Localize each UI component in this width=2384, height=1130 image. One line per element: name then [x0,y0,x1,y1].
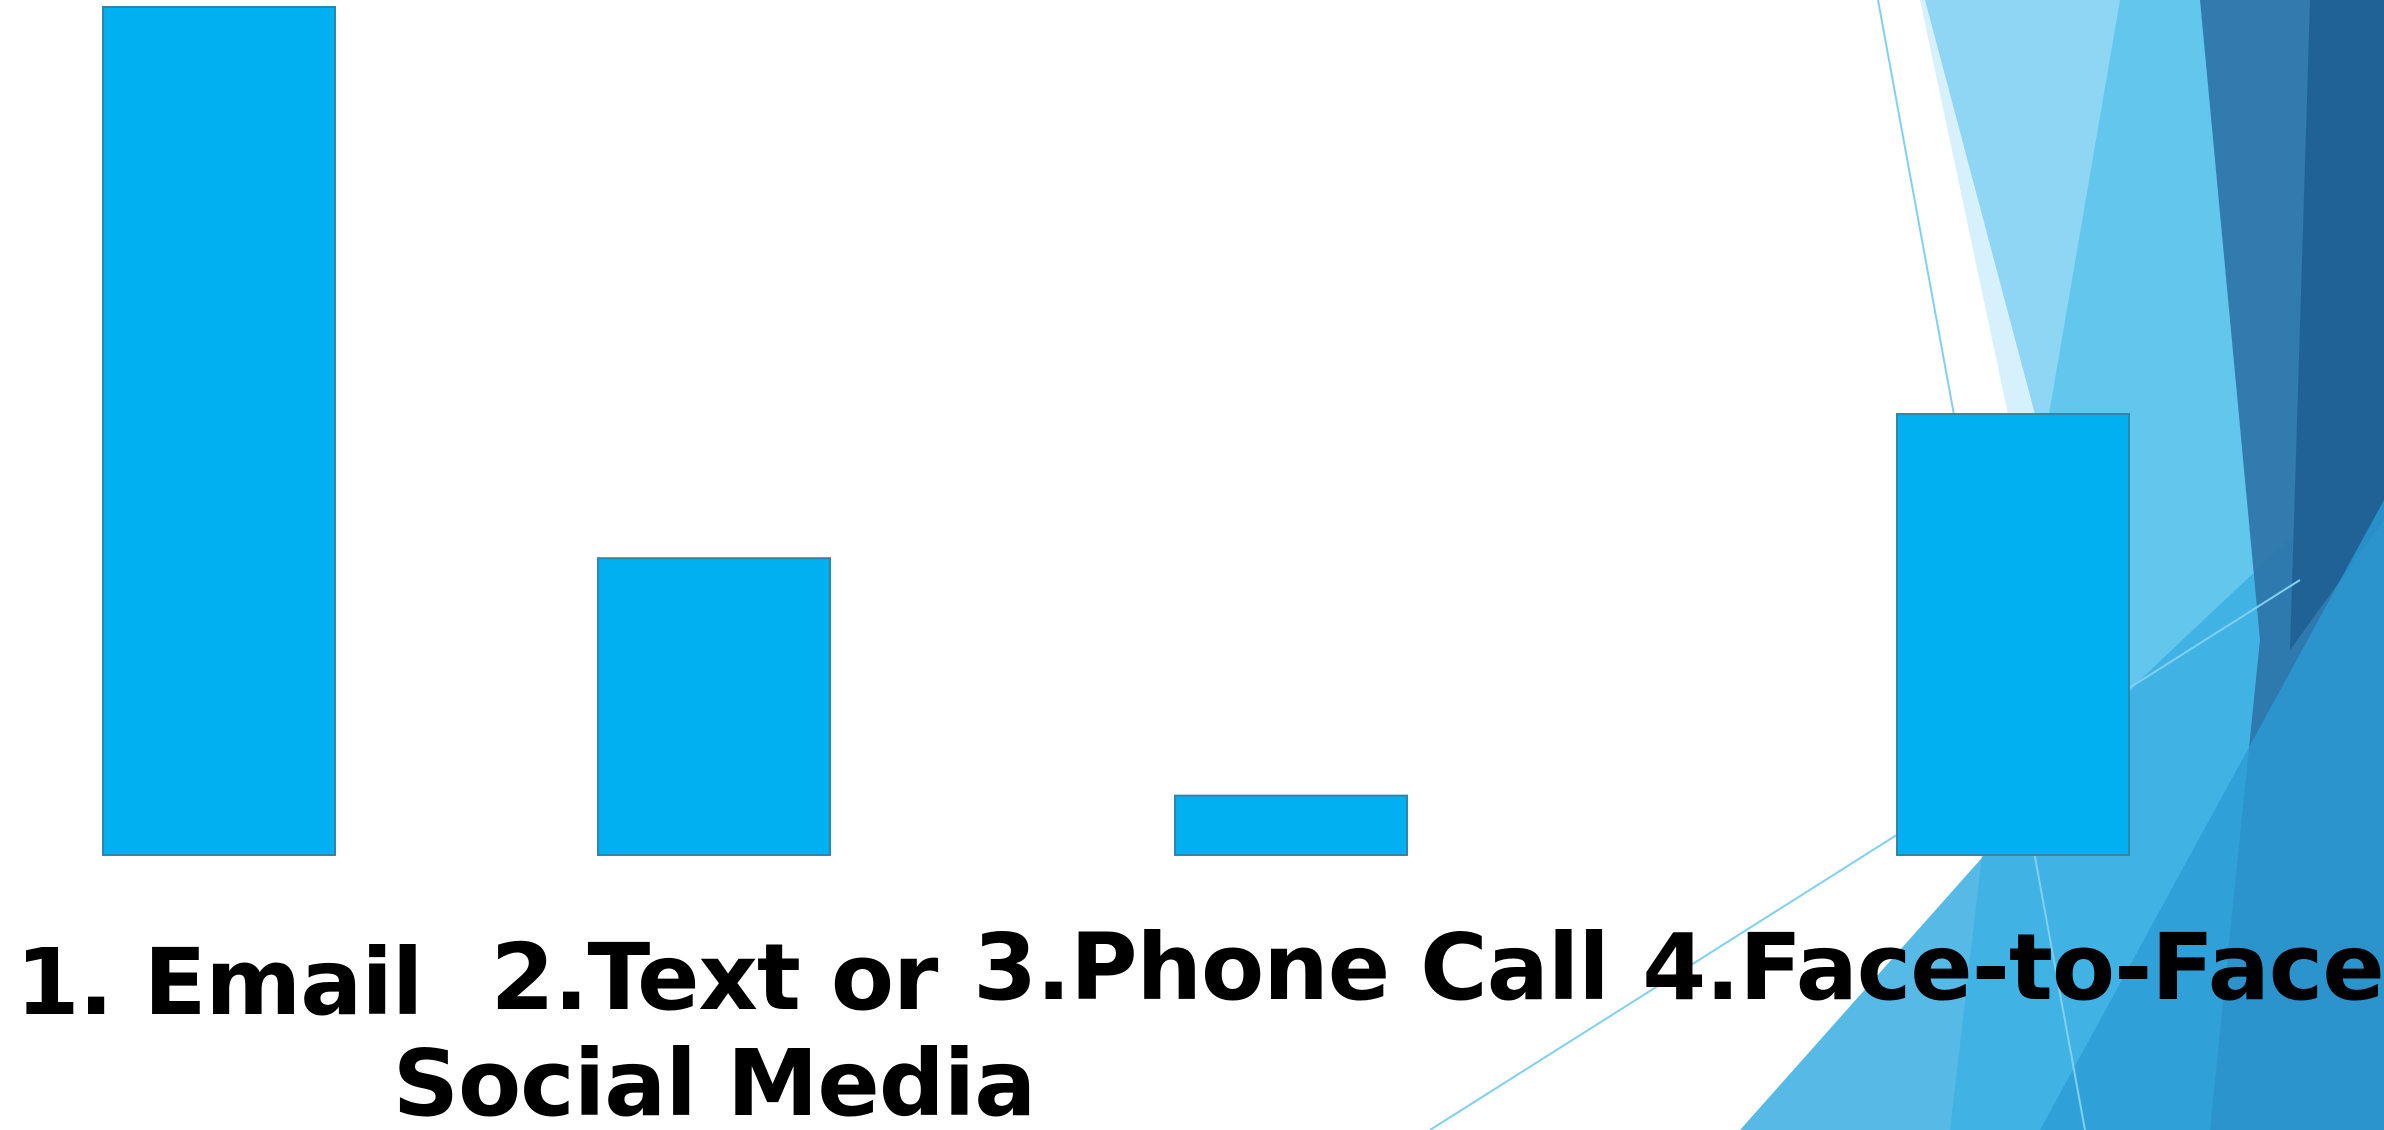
bar-text-or-social-media [597,557,831,856]
decor-darkest-sheet [2290,0,2384,650]
bar-phone-call [1174,794,1408,857]
category-label-line: Social Media [392,1030,1037,1130]
decor-thin-line-diagonal [1429,579,2301,1130]
category-label-line: 3.Phone Call [973,914,1610,1021]
category-label-email: 1. Email [15,929,424,1036]
bar-email [102,6,336,856]
decor-accent-sheet [2040,500,2384,1130]
category-label-line: 4.Face-to-Face [1642,914,2384,1021]
category-label-line: 2.Text or [490,924,939,1031]
category-label-line: 1. Email [15,929,424,1036]
category-label-phone-call: 3.Phone Call [973,914,1610,1021]
category-label-face-to-face: 4.Face-to-Face [1642,914,2384,1021]
bar-face-to-face [1896,413,2130,856]
category-label-text-or-social-media: 2.Text or Social Media [392,924,1037,1130]
